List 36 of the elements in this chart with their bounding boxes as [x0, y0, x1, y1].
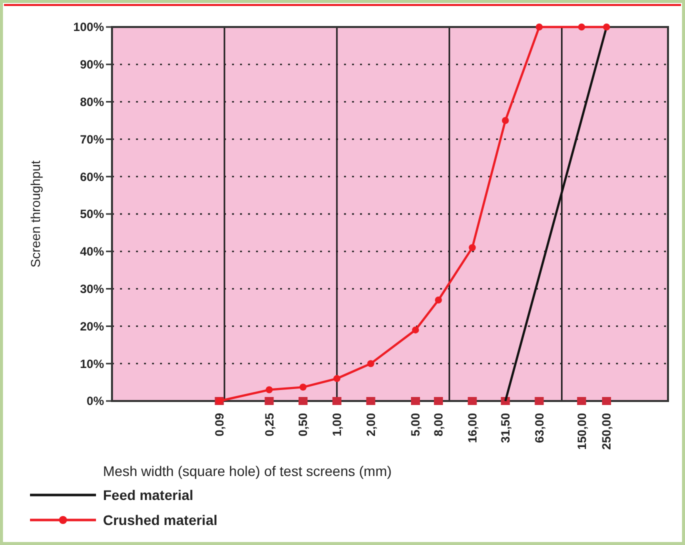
x-tick-label: 0,50	[296, 412, 310, 436]
x-tick-label: 31,50	[498, 412, 513, 444]
point	[603, 24, 610, 30]
y-tick-label: 20%	[80, 319, 104, 334]
point	[266, 386, 273, 394]
y-tick-label: 80%	[80, 95, 104, 109]
point	[434, 296, 442, 304]
x-tick-label: 0,09	[212, 412, 227, 436]
y-tick-label: 30%	[80, 282, 104, 296]
y-tick-label: 0%	[86, 394, 104, 408]
y-tick-label: 60%	[80, 170, 104, 184]
x-tick-label: 8,00	[432, 412, 446, 436]
x-tick-label: 150,00	[574, 412, 589, 450]
y-axis-title: Screen throughput	[28, 160, 43, 268]
point	[468, 244, 476, 252]
point	[367, 360, 374, 368]
legend-label: Feed material	[103, 486, 194, 503]
x-axis-title: Mesh width (square hole) of test screens (mm)	[103, 463, 392, 479]
x-tick-label: 2,00	[364, 412, 378, 436]
x-tick-label: 0,25	[262, 412, 276, 436]
y-tick-label: 50%	[80, 207, 104, 222]
y-tick-label: 40%	[80, 244, 104, 259]
x-tick-label: 63,00	[532, 412, 546, 444]
y-tick-label: 90%	[80, 58, 104, 72]
point	[502, 117, 509, 124]
x-tick-label: 16,00	[466, 412, 480, 444]
point	[300, 384, 307, 391]
x-tick-label: 250,00	[600, 412, 614, 450]
point	[333, 375, 340, 382]
point	[536, 24, 543, 30]
x-tick-label: 5,00	[408, 412, 423, 436]
legend-label: Crushed material	[103, 512, 218, 528]
x-tick-label: 1,00	[330, 412, 344, 436]
y-tick-label: 100%	[73, 20, 104, 34]
y-tick-label: 10%	[80, 356, 104, 371]
y-tick-label: 70%	[80, 132, 104, 146]
